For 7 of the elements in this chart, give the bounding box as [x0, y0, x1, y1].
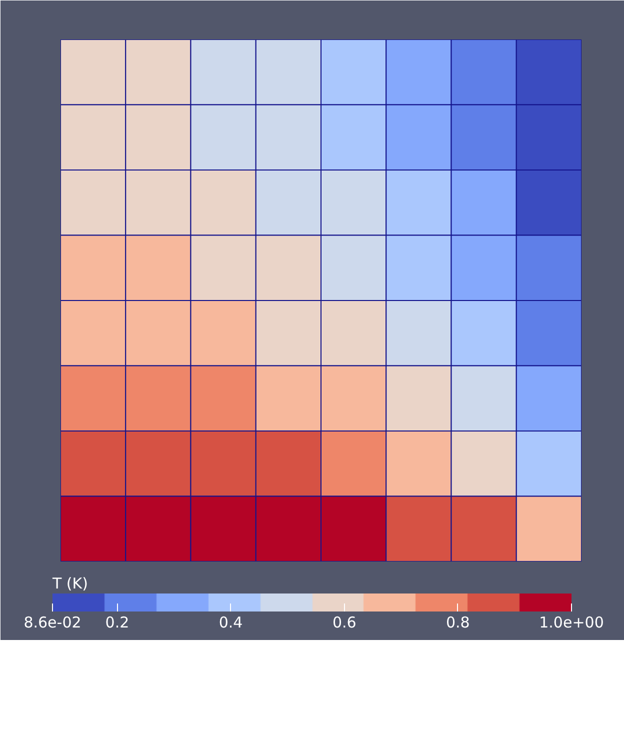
color-bar-label: 0.4 [218, 614, 243, 632]
color-bar-label: 0.6 [332, 614, 356, 632]
color-bar-title: T (K) [52, 574, 88, 592]
color-bar-label: 0.2 [105, 614, 130, 632]
color-bar-label: 8.6e-02 [24, 614, 82, 632]
color-bar-label: 1.0e+00 [539, 614, 604, 632]
color-bar-label: 0.8 [446, 614, 470, 632]
